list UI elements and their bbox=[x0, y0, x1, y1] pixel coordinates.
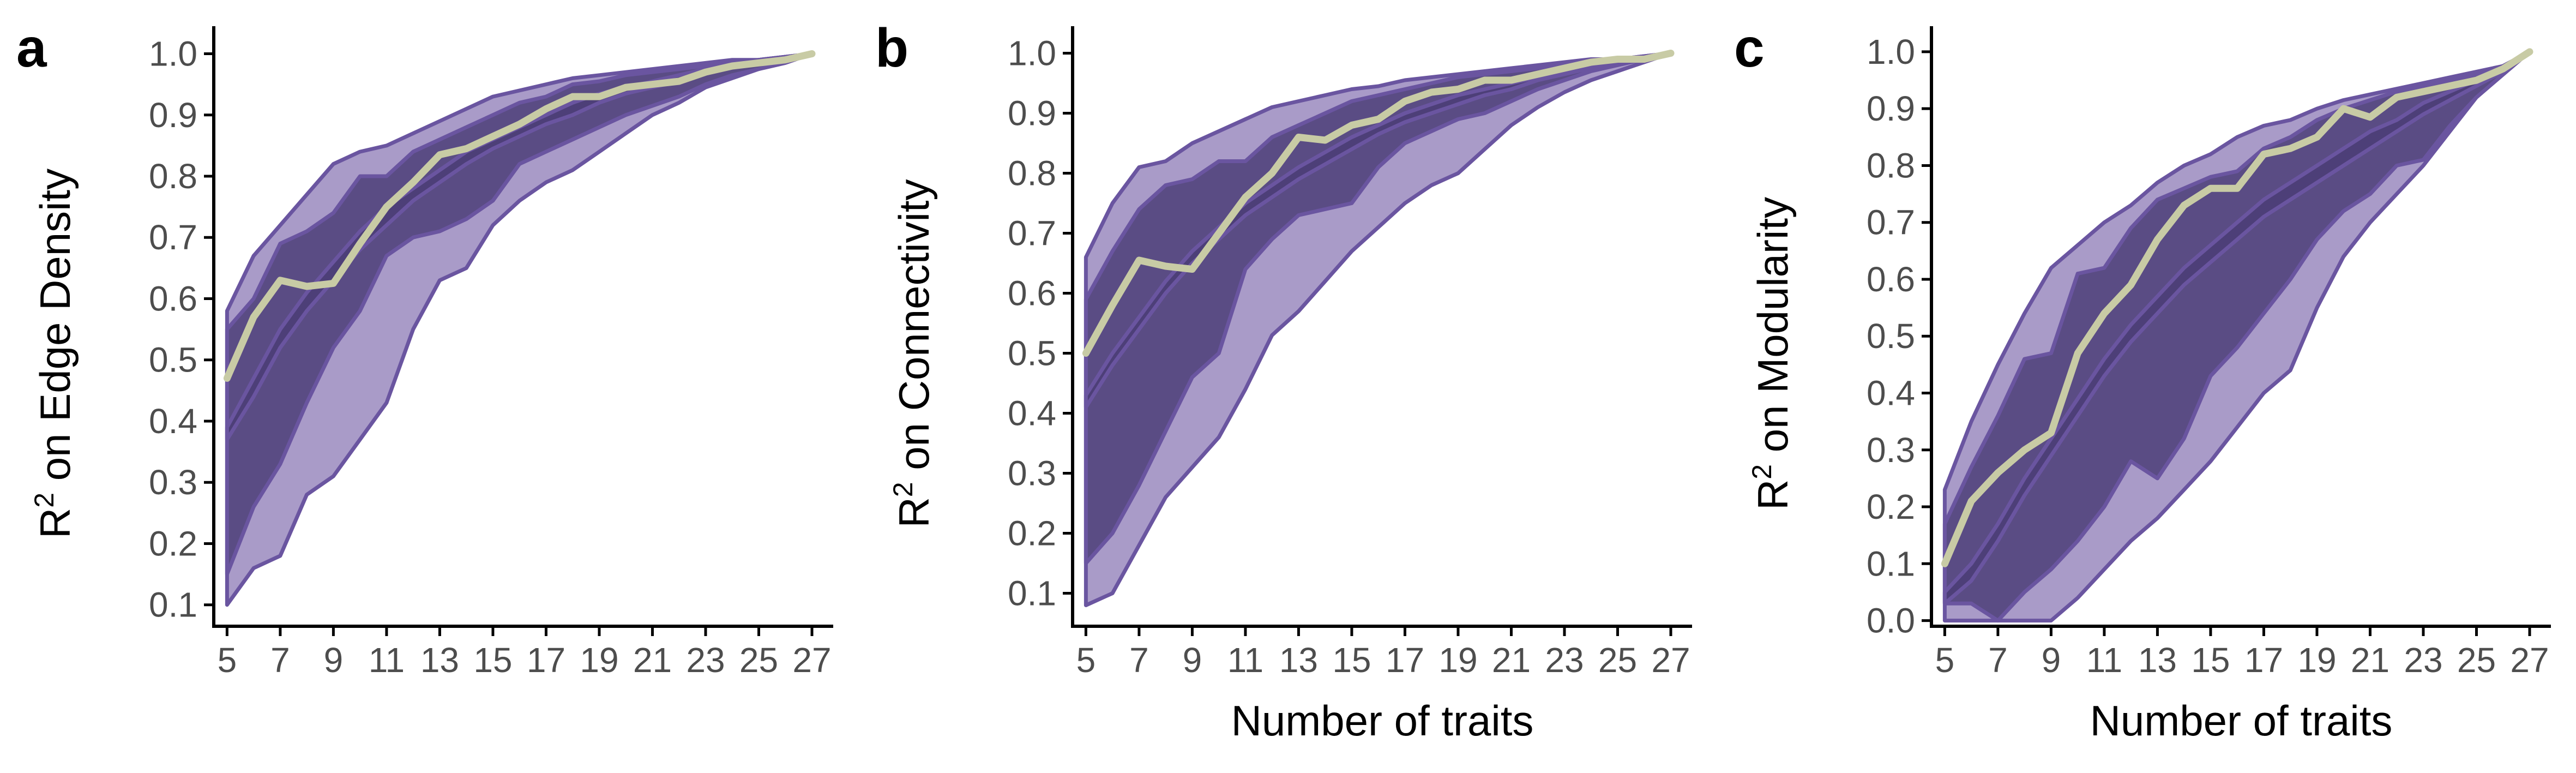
panel-label: c bbox=[1734, 17, 1765, 79]
x-axis-title: Number of traits bbox=[1231, 697, 1534, 745]
median-line-a bbox=[223, 50, 816, 382]
y-tick-label: 0.9 bbox=[1867, 89, 1915, 128]
y-axis-title-superscript: 2 bbox=[888, 482, 918, 497]
x-tick-label: 21 bbox=[2351, 640, 2390, 680]
x-tick-label: 23 bbox=[2404, 640, 2442, 680]
x-tick-label: 7 bbox=[1988, 640, 2008, 680]
chart-b: 0.1 0.2 0.3 0.4 0.5 0.6 0.7 0.8 0.9 1.0 5 7 9 11 13 15 1… bbox=[875, 17, 1692, 745]
x-tick-label: 5 bbox=[218, 640, 237, 680]
y-tick-label: 1.0 bbox=[1008, 34, 1056, 73]
y-tick-label: 0.6 bbox=[1867, 260, 1915, 299]
x-tick-label: 25 bbox=[1598, 640, 1637, 680]
x-tick-label: 19 bbox=[580, 640, 618, 680]
y-tick-label: 0.5 bbox=[149, 340, 197, 380]
y-tick-label: 0.1 bbox=[1867, 544, 1915, 583]
x-tick-label: 27 bbox=[792, 640, 831, 680]
x-tick-label: 17 bbox=[527, 640, 565, 680]
y-tick-label: 0.8 bbox=[1008, 154, 1056, 193]
y-tick-label: 0.8 bbox=[1867, 146, 1915, 185]
y-tick-label: 0.7 bbox=[1008, 214, 1056, 253]
y-tick-label: 0.9 bbox=[1008, 94, 1056, 133]
y-tick-label: 1.0 bbox=[149, 34, 197, 74]
y-axis-title-text: on Modularity bbox=[1749, 197, 1797, 464]
panel-b: 0.1 0.2 0.3 0.4 0.5 0.6 0.7 0.8 0.9 1.0 5 7 9 11 13 15 1… bbox=[859, 0, 1718, 773]
x-tick-label: 21 bbox=[1492, 640, 1531, 680]
y-tick-label: 0.9 bbox=[149, 95, 197, 135]
x-tick-label: 13 bbox=[2138, 640, 2177, 680]
y-axis-title-prefix: R bbox=[890, 497, 938, 528]
y-tick-label: 0.2 bbox=[1867, 487, 1915, 526]
y-axis-title-prefix: R bbox=[1749, 480, 1797, 510]
y-tick-label: 0.7 bbox=[1867, 203, 1915, 242]
y-axis-title: R2 on Connectivity bbox=[888, 179, 938, 528]
y-tick-label: 0.8 bbox=[149, 157, 197, 196]
x-tick-label: 5 bbox=[1935, 640, 1955, 680]
chart-a: 0.1 0.2 0.3 0.4 0.5 0.6 0.7 0.8 0.9 1.0 5 7 9 11 13 15 1… bbox=[16, 17, 833, 680]
panel-c: 0.0 0.1 0.2 0.3 0.4 0.5 0.6 0.7 0.8 0.9 1.0 5 7 9 11 13… bbox=[1718, 0, 2576, 773]
x-tick-label: 23 bbox=[1545, 640, 1584, 680]
y-tick-label: 0.5 bbox=[1867, 316, 1915, 356]
panel-label: a bbox=[16, 17, 47, 79]
x-tick-label: 5 bbox=[1076, 640, 1096, 680]
y-axis-title-superscript: 2 bbox=[1747, 464, 1777, 480]
x-tick-label: 9 bbox=[2042, 640, 2061, 680]
y-axis-title-text: on Connectivity bbox=[890, 179, 938, 482]
y-tick-label: 0.3 bbox=[1867, 430, 1915, 470]
x-tick-label: 11 bbox=[369, 640, 405, 680]
y-tick-label: 0.1 bbox=[149, 585, 197, 625]
y-axis-title: R2 on Edge Density bbox=[29, 169, 79, 538]
x-tick-label: 25 bbox=[2457, 640, 2496, 680]
x-tick-label: 9 bbox=[324, 640, 344, 680]
x-tick-label: 17 bbox=[1386, 640, 1424, 680]
x-tick-label: 27 bbox=[1651, 640, 1690, 680]
x-tick-label: 7 bbox=[1129, 640, 1149, 680]
x-tick-label: 25 bbox=[739, 640, 778, 680]
x-tick-label: 15 bbox=[1332, 640, 1371, 680]
y-tick-label: 0.4 bbox=[149, 402, 197, 441]
y-tick-label: 0.7 bbox=[149, 218, 197, 257]
y-tick-label: 0.6 bbox=[1008, 274, 1056, 313]
y-tick-label: 0.1 bbox=[1008, 574, 1056, 613]
x-tick-label: 19 bbox=[2297, 640, 2336, 680]
x-tick-label: 13 bbox=[420, 640, 459, 680]
x-tick-label: 11 bbox=[1227, 640, 1263, 680]
median-line-b bbox=[1082, 50, 1675, 357]
x-tick-label: 11 bbox=[2086, 640, 2122, 680]
median-line-c bbox=[1941, 48, 2533, 567]
x-axis-title: Number of traits bbox=[2090, 697, 2393, 745]
y-axis-title-superscript: 2 bbox=[29, 493, 59, 508]
panel-a: 0.1 0.2 0.3 0.4 0.5 0.6 0.7 0.8 0.9 1.0 5 7 9 11 13 15 1… bbox=[0, 0, 859, 773]
y-tick-label: 0.3 bbox=[1008, 454, 1056, 493]
y-tick-label: 0.4 bbox=[1867, 374, 1915, 413]
x-tick-label: 15 bbox=[2191, 640, 2230, 680]
x-tick-label: 27 bbox=[2510, 640, 2549, 680]
x-tick-label: 13 bbox=[1279, 640, 1318, 680]
y-tick-label: 0.4 bbox=[1008, 394, 1056, 433]
x-tick-label: 19 bbox=[1439, 640, 1477, 680]
x-tick-label: 7 bbox=[270, 640, 290, 680]
y-tick-label: 0.2 bbox=[1008, 514, 1056, 553]
chart-c: 0.0 0.1 0.2 0.3 0.4 0.5 0.6 0.7 0.8 0.9 1.0 5 7 9 11 13… bbox=[1734, 17, 2551, 745]
x-tick-label: 9 bbox=[1183, 640, 1202, 680]
panel-label: b bbox=[875, 17, 908, 79]
y-tick-label: 0.0 bbox=[1867, 601, 1915, 640]
x-tick-label: 23 bbox=[686, 640, 725, 680]
y-axis-title-prefix: R bbox=[31, 508, 79, 538]
y-axis-title: R2 on Modularity bbox=[1747, 197, 1797, 510]
y-tick-label: 1.0 bbox=[1867, 32, 1915, 71]
y-axis-title-text: on Edge Density bbox=[31, 169, 79, 493]
y-tick-label: 0.6 bbox=[149, 279, 197, 318]
y-tick-label: 0.5 bbox=[1008, 334, 1056, 373]
x-tick-label: 21 bbox=[633, 640, 672, 680]
y-tick-label: 0.2 bbox=[149, 524, 197, 563]
x-tick-label: 15 bbox=[473, 640, 512, 680]
x-tick-label: 17 bbox=[2244, 640, 2283, 680]
y-tick-label: 0.3 bbox=[149, 463, 197, 502]
